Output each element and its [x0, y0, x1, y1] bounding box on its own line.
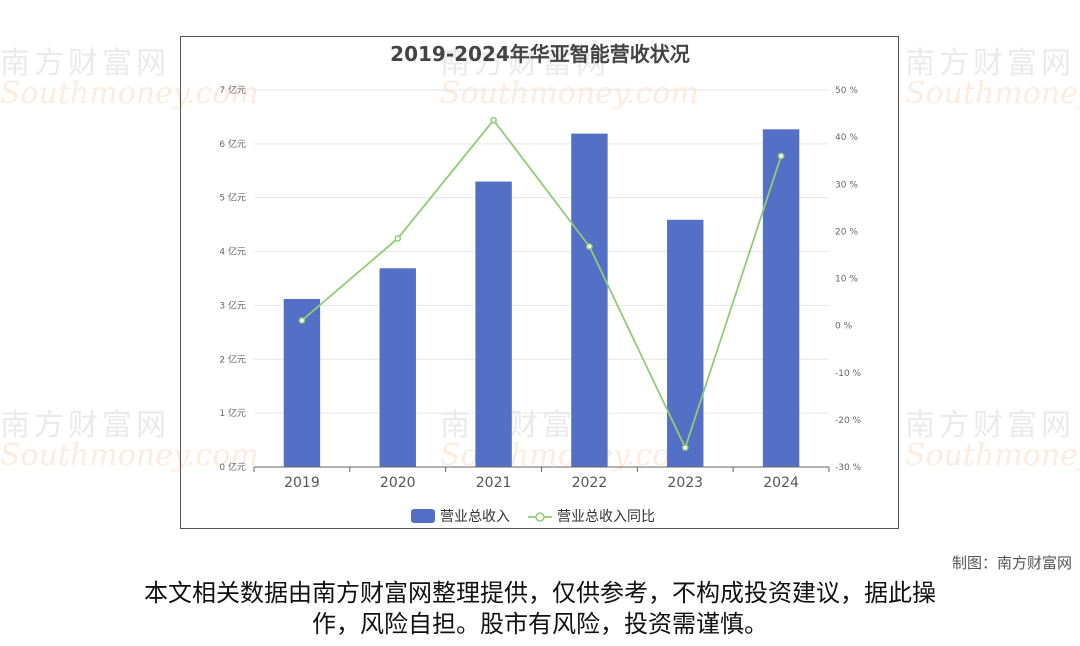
y-right-tick-label: 10 % [835, 275, 858, 285]
bar [667, 219, 704, 467]
line-point [777, 152, 785, 160]
watermark-brand-cn: 南方财富网 [0, 408, 170, 443]
disclaimer: 本文相关数据由南方财富网整理提供，仅供参考，不构成投资建议，据此操 作，风险自担… [0, 578, 1080, 640]
y-right-tick-label: -20 % [835, 416, 862, 426]
y-left-tick-label: 6 亿元 [219, 138, 246, 150]
y-right-tick-label: 20 % [835, 227, 858, 237]
disclaimer-line: 作，风险自担。股市有风险，投资需谨慎。 [312, 610, 768, 638]
y-left-tick-label: 2 亿元 [219, 353, 246, 365]
chart: 2019-2024年华亚智能营收状况 0 亿元 1 亿元 2 亿元 3 亿元 4 亿元 5… [219, 42, 862, 525]
line-point [394, 235, 402, 242]
x-tick-label: 2023 [667, 475, 703, 491]
chart-credit: 制图：南方财富网 [951, 554, 1072, 572]
y-left-tick-label: 0 亿元 [219, 461, 246, 473]
x-tick-label: 2024 [763, 475, 799, 491]
watermark-brand-cn: 南方财富网 [905, 46, 1075, 81]
y-left-tick-label: 1 亿元 [219, 407, 246, 419]
y-right-tick-label: -30 % [835, 463, 862, 473]
line-point [681, 444, 689, 452]
line-point [586, 243, 593, 250]
bar [762, 129, 800, 467]
disclaimer-line: 本文相关数据由南方财富网整理提供，仅供参考，不构成投资建议，据此操 [144, 579, 936, 607]
watermark-brand-cn: 南方财富网 [0, 46, 170, 81]
legend-line-marker [535, 512, 545, 522]
watermark-brand-en: Southmoney.com [905, 76, 1080, 111]
y-left-tick-label: 7 亿元 [219, 84, 246, 96]
x-tick-label: 2021 [476, 475, 512, 491]
legend-label: 营业总收入 [440, 509, 510, 525]
y-right-tick-label: -10 % [835, 369, 862, 379]
chart-frame: 2019-2024年华亚智能营收状况 0 亿元 1 亿元 2 亿元 3 亿元 4 亿元 5… [180, 36, 899, 529]
y-right-tick-label: 30 % [835, 180, 858, 190]
x-tick-label: 2019 [284, 475, 320, 491]
bar [475, 181, 512, 468]
y-left-tick-label: 4 亿元 [219, 246, 246, 258]
line-point [298, 317, 306, 324]
line-series [301, 118, 782, 451]
bar [571, 133, 608, 468]
watermark: 南方财富网 Southmoney.com [905, 38, 1080, 111]
x-tick-label: 2020 [380, 475, 416, 491]
y-right-tick-label: 50 % [835, 86, 858, 96]
watermark-brand-en: Southmoney.com [905, 438, 1080, 473]
y-right-tick-label: 40 % [835, 133, 858, 143]
x-tick-label: 2022 [572, 475, 608, 491]
y-right-tick-label: 0 % [835, 322, 853, 332]
chart-title: 2019-2024年华亚智能营收状况 [390, 42, 690, 66]
legend-bar-swatch [411, 509, 435, 523]
watermark-brand-cn: 南方财富网 [905, 408, 1075, 443]
line-point [490, 116, 497, 124]
legend-label: 营业总收入同比 [557, 509, 655, 525]
bar [283, 298, 321, 467]
bar [379, 268, 416, 467]
y-left-tick-label: 3 亿元 [219, 299, 246, 311]
watermark: 南方财富网 Southmoney.com [905, 400, 1080, 473]
y-left-tick-label: 5 亿元 [219, 192, 246, 204]
